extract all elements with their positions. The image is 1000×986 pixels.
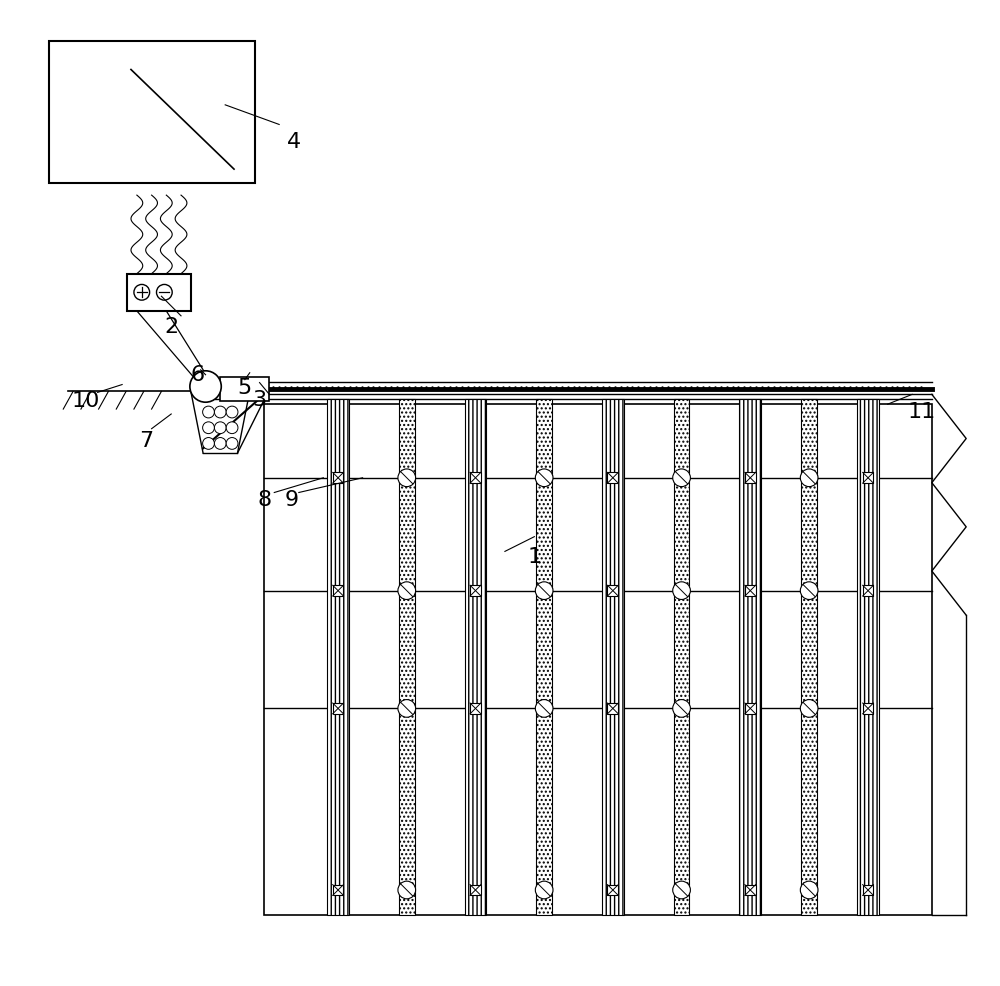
- Bar: [801, 400, 817, 915]
- Circle shape: [800, 700, 818, 718]
- Circle shape: [214, 438, 226, 450]
- Circle shape: [535, 582, 553, 599]
- Bar: [470, 884, 481, 895]
- Circle shape: [226, 438, 238, 450]
- Circle shape: [398, 881, 416, 899]
- Circle shape: [673, 469, 690, 487]
- Bar: [745, 703, 756, 714]
- Bar: [333, 884, 343, 895]
- Bar: [745, 473, 756, 484]
- Bar: [536, 400, 552, 915]
- Text: 8: 8: [257, 490, 272, 510]
- Text: 10: 10: [72, 390, 100, 411]
- Bar: [607, 586, 618, 597]
- Bar: [465, 400, 486, 915]
- Circle shape: [203, 438, 214, 450]
- Circle shape: [190, 372, 221, 403]
- Circle shape: [800, 469, 818, 487]
- Circle shape: [214, 422, 226, 434]
- Bar: [264, 405, 932, 915]
- Text: 4: 4: [287, 132, 301, 152]
- Bar: [607, 703, 618, 714]
- Bar: [470, 703, 481, 714]
- Bar: [745, 884, 756, 895]
- Bar: [739, 400, 761, 915]
- Bar: [470, 473, 481, 484]
- Bar: [863, 586, 873, 597]
- Circle shape: [398, 469, 416, 487]
- Circle shape: [156, 285, 172, 301]
- Circle shape: [214, 406, 226, 418]
- Circle shape: [203, 422, 214, 434]
- Bar: [674, 400, 689, 915]
- Bar: [607, 884, 618, 895]
- Bar: [49, 42, 255, 184]
- Bar: [745, 586, 756, 597]
- Text: 11: 11: [908, 401, 936, 422]
- Text: 5: 5: [238, 377, 252, 397]
- Text: 6: 6: [191, 365, 205, 385]
- Circle shape: [226, 406, 238, 418]
- Circle shape: [800, 881, 818, 899]
- Text: 1: 1: [527, 547, 541, 567]
- Circle shape: [398, 700, 416, 718]
- Bar: [863, 703, 873, 714]
- Text: 2: 2: [164, 317, 178, 336]
- Bar: [863, 473, 873, 484]
- Bar: [333, 703, 343, 714]
- Circle shape: [535, 469, 553, 487]
- Bar: [863, 884, 873, 895]
- Circle shape: [203, 406, 214, 418]
- Bar: [127, 274, 191, 312]
- Text: 3: 3: [252, 389, 267, 410]
- Text: 7: 7: [140, 431, 154, 451]
- Circle shape: [398, 582, 416, 599]
- Circle shape: [800, 582, 818, 599]
- Circle shape: [134, 285, 150, 301]
- Bar: [607, 473, 618, 484]
- Bar: [333, 473, 343, 484]
- Circle shape: [673, 881, 690, 899]
- Circle shape: [535, 881, 553, 899]
- Bar: [220, 378, 269, 402]
- Bar: [857, 400, 879, 915]
- Bar: [399, 400, 415, 915]
- Bar: [602, 400, 624, 915]
- Bar: [333, 586, 343, 597]
- Circle shape: [535, 700, 553, 718]
- Bar: [470, 586, 481, 597]
- Circle shape: [673, 582, 690, 599]
- Circle shape: [673, 700, 690, 718]
- Circle shape: [226, 422, 238, 434]
- Text: 9: 9: [285, 490, 299, 510]
- Bar: [327, 400, 349, 915]
